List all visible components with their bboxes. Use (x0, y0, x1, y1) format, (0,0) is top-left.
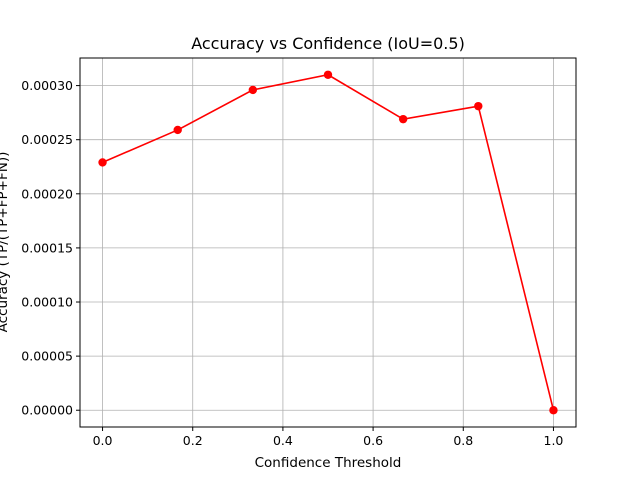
data-point (98, 158, 107, 167)
series-layer (98, 70, 558, 415)
data-point (549, 406, 558, 415)
data-point (474, 101, 483, 111)
data-point (173, 125, 182, 135)
y-axis-ticks: 0.00000 0.00005 0.00010 0.00015 0.00020 0.000… (21, 78, 80, 418)
y-tick-label: 0.00020 (21, 186, 73, 201)
x-axis-label: Confidence Threshold (255, 455, 402, 471)
chart-title: Accuracy vs Confidence (IoU=0.5) (191, 34, 465, 53)
grid (80, 58, 576, 427)
x-tick-label: 0.6 (363, 433, 383, 448)
y-tick-label: 0.00025 (21, 132, 73, 147)
y-tick-label: 0.00015 (21, 240, 73, 255)
x-tick-label: 0.2 (183, 433, 203, 448)
y-axis-label: Accuracy (TP/(TP+FP+FN)) (0, 152, 11, 333)
x-tick-label: 0.4 (273, 433, 293, 448)
data-point (398, 114, 408, 124)
data-point (248, 85, 258, 95)
x-axis-ticks: 0.0 0.2 0.4 0.6 0.8 1.0 (93, 427, 564, 448)
x-tick-label: 1.0 (544, 433, 564, 448)
x-tick-label: 0.0 (93, 433, 113, 448)
plot-frame (79, 57, 577, 428)
y-tick-label: 0.00005 (21, 349, 73, 364)
y-tick-label: 0.00010 (21, 295, 73, 310)
y-tick-label: 0.00030 (21, 78, 73, 93)
data-point (323, 70, 333, 79)
y-tick-label: 0.00000 (21, 403, 73, 418)
x-tick-label: 0.8 (453, 433, 473, 448)
